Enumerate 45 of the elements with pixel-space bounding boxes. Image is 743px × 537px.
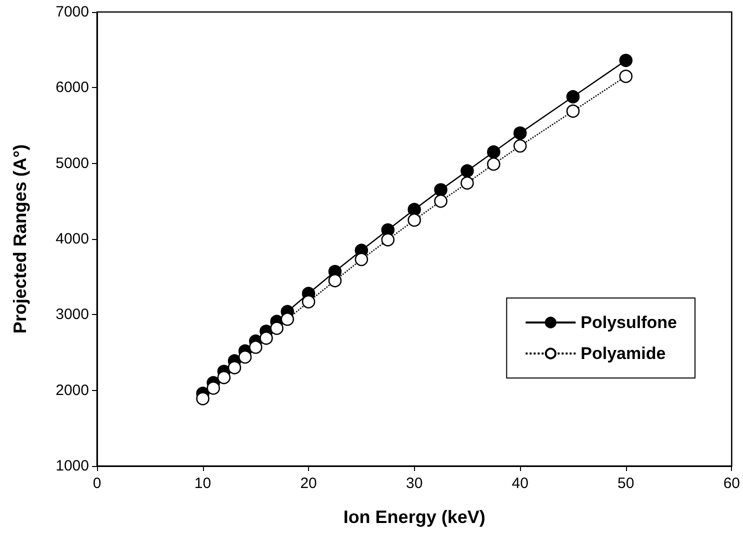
point (513, 126, 527, 140)
point (196, 392, 210, 406)
legend-label: Polysulfone (580, 313, 678, 332)
point (434, 194, 448, 208)
y-tick-label: 5000 (56, 154, 89, 172)
point (249, 340, 262, 354)
y-tick-label: 7000 (56, 4, 89, 20)
y-tick-label: 1000 (56, 458, 89, 474)
x-tick-label: 20 (300, 475, 317, 492)
point (260, 331, 273, 345)
point (206, 381, 220, 395)
x-tick-label: 50 (618, 475, 634, 492)
legend-label: Polyamide (580, 344, 666, 363)
point (217, 370, 231, 384)
point (354, 252, 368, 266)
point (408, 202, 421, 216)
point (270, 322, 284, 335)
point (619, 54, 633, 68)
y-axis-title: Projected Ranges (A°) (10, 144, 30, 334)
point (487, 145, 500, 159)
point (328, 274, 342, 288)
y-tick-label: 6000 (56, 79, 89, 96)
point (460, 176, 474, 190)
x-tick-label: 60 (723, 475, 740, 492)
point (238, 350, 252, 364)
point (566, 90, 580, 104)
x-tick-label: 30 (406, 475, 423, 492)
point (434, 183, 448, 196)
point (280, 312, 294, 326)
point (460, 164, 474, 178)
point (302, 295, 316, 308)
x-tick-label: 10 (194, 475, 212, 492)
point (228, 360, 242, 374)
point (566, 104, 580, 118)
point (408, 213, 421, 227)
y-tick-label: 4000 (56, 230, 89, 248)
x-axis-title: Ion Energy (keV) (343, 507, 486, 527)
y-tick-label: 3000 (56, 306, 89, 324)
point (619, 70, 633, 83)
point (487, 157, 500, 171)
point (513, 139, 527, 153)
point (381, 233, 395, 246)
y-tick-label: 2000 (56, 382, 89, 399)
x-tick-label: 0 (92, 475, 102, 492)
x-tick-label: 40 (512, 475, 528, 492)
